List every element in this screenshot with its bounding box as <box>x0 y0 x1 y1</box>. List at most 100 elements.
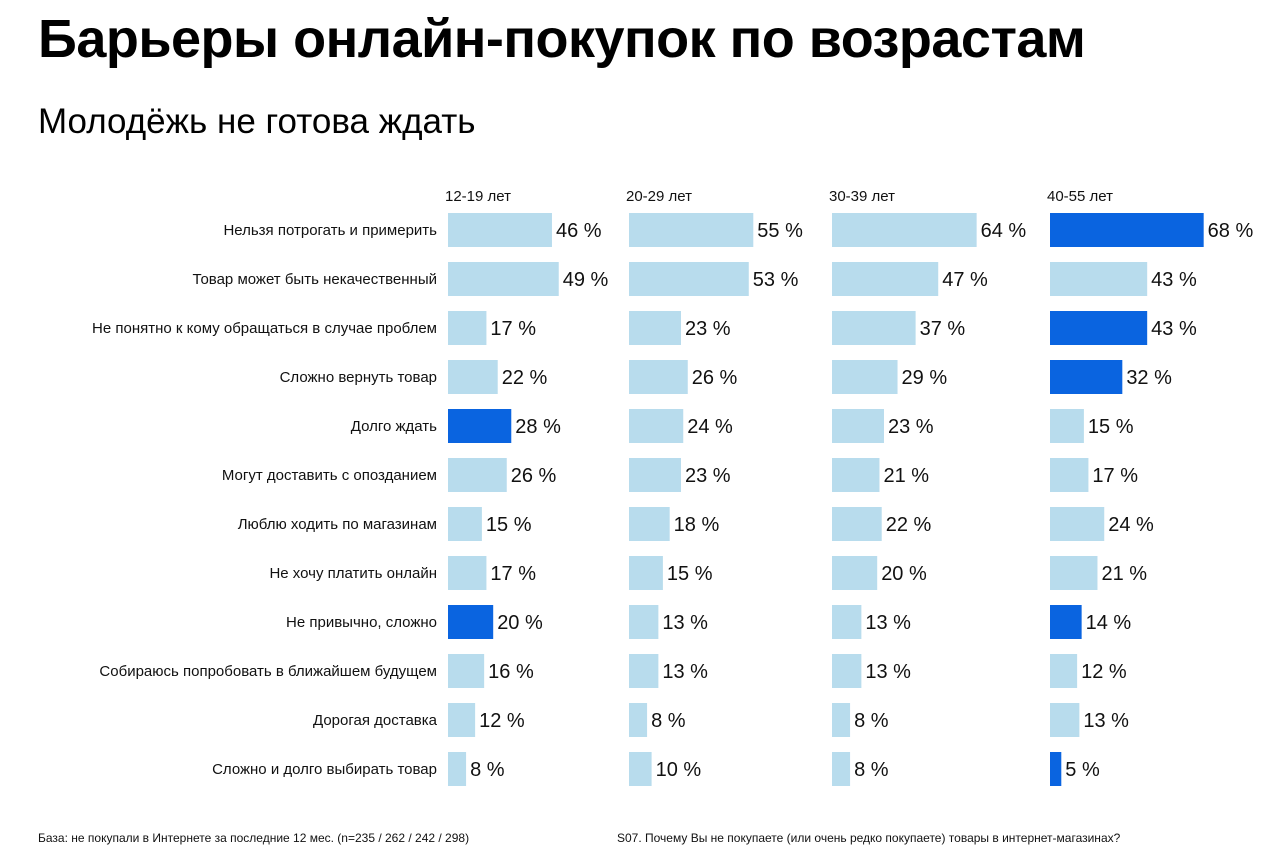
value-label: 26 % <box>692 367 738 389</box>
value-label: 8 % <box>470 759 505 781</box>
bar <box>832 213 977 247</box>
value-label: 15 % <box>667 563 713 585</box>
bar <box>832 262 939 296</box>
bar <box>832 409 884 443</box>
bar <box>448 409 512 443</box>
category-label: Нельзя потрогать и примерить <box>223 222 437 239</box>
value-label: 12 % <box>1081 661 1127 683</box>
value-label: 8 % <box>651 710 686 732</box>
bar <box>448 556 487 590</box>
bar <box>448 262 559 296</box>
category-label: Долго ждать <box>351 418 437 435</box>
bar <box>1050 654 1078 688</box>
bar <box>629 311 681 345</box>
category-label: Дорогая доставка <box>313 712 438 729</box>
page-subtitle: Молодёжь не готова ждать <box>38 102 476 141</box>
series-header: 20-29 лет <box>626 188 692 205</box>
value-label: 43 % <box>1151 318 1197 340</box>
category-label: Товар может быть некачественный <box>192 271 437 288</box>
bar <box>629 409 684 443</box>
value-label: 22 % <box>502 367 548 389</box>
bar <box>832 752 851 786</box>
bar <box>629 507 670 541</box>
value-label: 18 % <box>674 514 720 536</box>
bar <box>448 654 485 688</box>
value-label: 23 % <box>685 465 731 487</box>
bar <box>629 703 648 737</box>
value-label: 16 % <box>488 661 534 683</box>
bar <box>629 752 652 786</box>
footnote-question: S07. Почему Вы не покупаете (или очень р… <box>617 831 1121 845</box>
bar <box>832 507 882 541</box>
value-label: 24 % <box>687 416 733 438</box>
bar <box>832 556 878 590</box>
value-label: 23 % <box>888 416 934 438</box>
bar <box>448 458 507 492</box>
category-label: Сложно вернуть товар <box>280 369 437 386</box>
bar <box>1050 213 1204 247</box>
category-label: Собираюсь попробовать в ближайшем будуще… <box>99 663 437 680</box>
category-label: Не понятно к кому обращаться в случае пр… <box>92 320 437 337</box>
value-label: 13 % <box>662 661 708 683</box>
category-label: Не хочу платить онлайн <box>269 565 437 582</box>
value-label: 13 % <box>865 612 911 634</box>
bar <box>629 556 663 590</box>
bar <box>832 458 880 492</box>
value-label: 14 % <box>1086 612 1132 634</box>
value-label: 12 % <box>479 710 525 732</box>
bar <box>629 458 681 492</box>
series-header: 30-39 лет <box>829 188 895 205</box>
value-label: 17 % <box>1092 465 1138 487</box>
bar <box>629 654 659 688</box>
bar <box>1050 752 1062 786</box>
category-label: Сложно и долго выбирать товар <box>212 761 437 778</box>
bar <box>448 213 552 247</box>
value-label: 22 % <box>886 514 932 536</box>
value-label: 15 % <box>1088 416 1134 438</box>
value-label: 23 % <box>685 318 731 340</box>
page-title: Барьеры онлайн-покупок по возрастам <box>38 9 1086 69</box>
value-label: 49 % <box>563 269 609 291</box>
bar <box>629 262 749 296</box>
value-label: 21 % <box>1101 563 1147 585</box>
category-label: Люблю ходить по магазинам <box>238 516 437 533</box>
value-label: 17 % <box>490 563 536 585</box>
value-label: 37 % <box>920 318 966 340</box>
barriers-chart: Нельзя потрогать и примерить Товар может … <box>92 188 1254 786</box>
bar <box>832 605 862 639</box>
value-label: 26 % <box>511 465 557 487</box>
bar <box>832 654 862 688</box>
bar <box>832 703 851 737</box>
value-label: 28 % <box>515 416 561 438</box>
bar <box>448 360 498 394</box>
bar <box>832 311 916 345</box>
category-label: Могут доставить с опозданием <box>222 467 437 484</box>
value-label: 21 % <box>883 465 929 487</box>
value-label: 8 % <box>854 710 889 732</box>
bar <box>448 311 487 345</box>
value-label: 53 % <box>753 269 799 291</box>
value-label: 24 % <box>1108 514 1154 536</box>
series-header: 12-19 лет <box>445 188 511 205</box>
value-label: 55 % <box>757 220 803 242</box>
bar <box>1050 605 1082 639</box>
value-label: 46 % <box>556 220 602 242</box>
bar <box>1050 311 1148 345</box>
value-label: 13 % <box>1083 710 1129 732</box>
value-label: 43 % <box>1151 269 1197 291</box>
bar <box>629 213 754 247</box>
value-label: 64 % <box>981 220 1027 242</box>
bar <box>448 605 494 639</box>
category-label: Не привычно, сложно <box>286 614 437 631</box>
bar <box>1050 507 1105 541</box>
bar <box>629 605 659 639</box>
value-label: 15 % <box>486 514 532 536</box>
bar <box>1050 262 1148 296</box>
value-label: 29 % <box>902 367 948 389</box>
value-label: 8 % <box>854 759 889 781</box>
bar <box>629 360 688 394</box>
bar <box>1050 360 1123 394</box>
bar <box>1050 458 1089 492</box>
value-label: 68 % <box>1208 220 1254 242</box>
value-label: 32 % <box>1126 367 1172 389</box>
